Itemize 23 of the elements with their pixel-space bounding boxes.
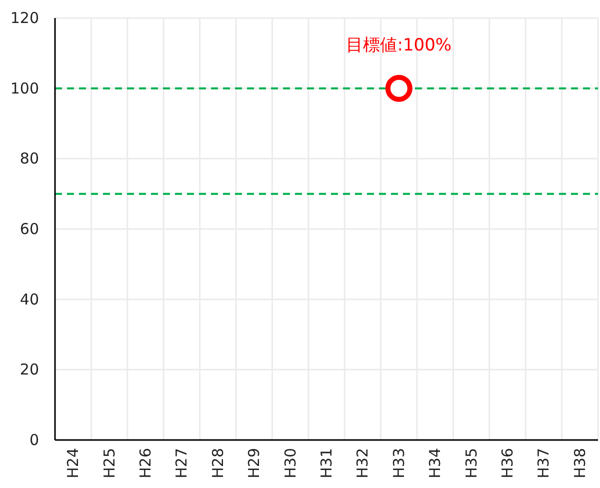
y-tick-label: 60 <box>20 220 39 238</box>
y-tick-label: 20 <box>20 360 39 379</box>
x-tick-label: H34 <box>426 448 444 478</box>
y-tick-label: 120 <box>10 9 39 27</box>
x-tick-label: H31 <box>318 448 336 478</box>
x-tick-label: H32 <box>354 448 372 478</box>
y-tick-label: 100 <box>10 79 39 98</box>
y-tick-label: 40 <box>20 290 39 308</box>
x-tick-label: H24 <box>64 448 82 478</box>
x-tick-label: H36 <box>498 448 516 478</box>
x-tick-label: H38 <box>570 448 589 478</box>
y-tick-label: 0 <box>29 431 39 449</box>
x-tick-label: H30 <box>281 448 300 478</box>
x-tick-label: H25 <box>100 448 118 478</box>
x-tick-label: H37 <box>534 448 553 478</box>
annotation: 目標値:100% <box>346 35 452 56</box>
x-tick-label: H28 <box>208 448 227 478</box>
x-tick-label: H29 <box>245 448 264 478</box>
y-tick-label: 80 <box>20 150 39 168</box>
x-tick-label: H33 <box>390 448 408 478</box>
x-tick-label: H27 <box>172 448 191 478</box>
x-tick-label: H26 <box>136 448 154 478</box>
x-tick-label: H35 <box>462 448 480 478</box>
